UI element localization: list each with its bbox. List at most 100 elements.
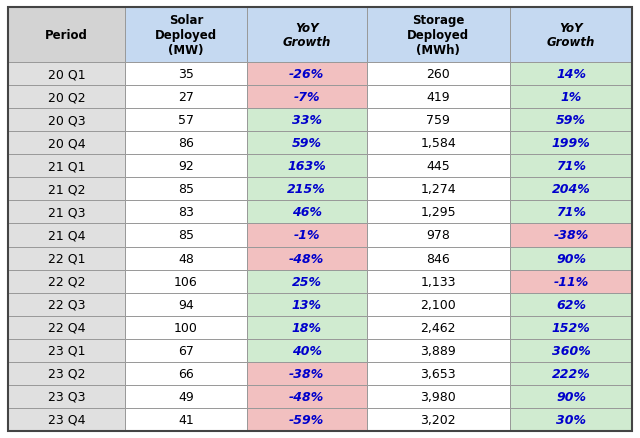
Text: 978: 978: [426, 229, 451, 242]
Bar: [125, 270, 247, 293]
Text: 20 Q1: 20 Q1: [47, 68, 85, 81]
Bar: [510, 224, 632, 247]
Text: 21 Q4: 21 Q4: [48, 229, 85, 242]
Bar: [247, 293, 367, 316]
Text: 23 Q3: 23 Q3: [48, 390, 85, 403]
Text: 46%: 46%: [292, 206, 322, 219]
Text: 25%: 25%: [292, 275, 322, 288]
Bar: [510, 63, 632, 86]
Text: 22 Q3: 22 Q3: [48, 298, 85, 311]
Text: 3,980: 3,980: [420, 390, 456, 403]
Bar: [125, 224, 247, 247]
Bar: [247, 385, 367, 408]
Bar: [247, 270, 367, 293]
Text: 21 Q3: 21 Q3: [48, 206, 85, 219]
Text: 23 Q4: 23 Q4: [48, 413, 85, 426]
Bar: [247, 63, 367, 86]
Text: 3,653: 3,653: [420, 367, 456, 380]
Bar: [8, 155, 125, 178]
Text: 20 Q2: 20 Q2: [47, 91, 85, 104]
Bar: [510, 339, 632, 362]
Bar: [367, 385, 510, 408]
Text: 100: 100: [174, 321, 198, 334]
Bar: [367, 8, 510, 63]
Text: 13%: 13%: [292, 298, 322, 311]
Text: 49: 49: [178, 390, 194, 403]
Text: 59%: 59%: [292, 137, 322, 150]
Text: 3,202: 3,202: [420, 413, 456, 426]
Text: Storage
Deployed
(MWh): Storage Deployed (MWh): [407, 14, 469, 57]
Text: 152%: 152%: [552, 321, 591, 334]
Text: 40%: 40%: [292, 344, 322, 357]
Text: -38%: -38%: [554, 229, 589, 242]
Text: 30%: 30%: [556, 413, 586, 426]
Text: 48: 48: [178, 252, 194, 265]
Text: -7%: -7%: [294, 91, 320, 104]
Bar: [125, 86, 247, 109]
Bar: [247, 362, 367, 385]
Text: YoY
Growth: YoY Growth: [547, 21, 595, 49]
Bar: [510, 86, 632, 109]
Bar: [247, 339, 367, 362]
Text: 71%: 71%: [556, 160, 586, 173]
Text: 67: 67: [178, 344, 194, 357]
Bar: [367, 247, 510, 270]
Text: 59%: 59%: [556, 114, 586, 127]
Text: -48%: -48%: [289, 252, 324, 265]
Text: -1%: -1%: [294, 229, 320, 242]
Bar: [367, 316, 510, 339]
Text: 22 Q4: 22 Q4: [48, 321, 85, 334]
Bar: [510, 293, 632, 316]
Text: 57: 57: [178, 114, 194, 127]
Bar: [125, 339, 247, 362]
Text: 18%: 18%: [292, 321, 322, 334]
Bar: [510, 385, 632, 408]
Text: 23 Q2: 23 Q2: [48, 367, 85, 380]
Bar: [8, 201, 125, 224]
Text: 23 Q1: 23 Q1: [48, 344, 85, 357]
Text: 2,100: 2,100: [420, 298, 456, 311]
Text: 1,274: 1,274: [420, 183, 456, 196]
Text: 86: 86: [178, 137, 194, 150]
Text: Solar
Deployed
(MW): Solar Deployed (MW): [155, 14, 217, 57]
Bar: [510, 201, 632, 224]
Bar: [367, 408, 510, 431]
Text: -48%: -48%: [289, 390, 324, 403]
Bar: [367, 132, 510, 155]
Text: -11%: -11%: [554, 275, 589, 288]
Bar: [8, 247, 125, 270]
Bar: [125, 178, 247, 201]
Bar: [8, 362, 125, 385]
Text: -59%: -59%: [289, 413, 324, 426]
Bar: [367, 155, 510, 178]
Bar: [367, 178, 510, 201]
Bar: [8, 178, 125, 201]
Bar: [367, 293, 510, 316]
Text: 27: 27: [178, 91, 194, 104]
Bar: [510, 270, 632, 293]
Text: 71%: 71%: [556, 206, 586, 219]
Bar: [247, 201, 367, 224]
Text: 33%: 33%: [292, 114, 322, 127]
Bar: [125, 247, 247, 270]
Bar: [8, 109, 125, 132]
Bar: [8, 293, 125, 316]
Bar: [247, 247, 367, 270]
Text: 846: 846: [426, 252, 450, 265]
Text: 94: 94: [178, 298, 194, 311]
Bar: [247, 132, 367, 155]
Bar: [367, 109, 510, 132]
Bar: [367, 63, 510, 86]
Text: 35: 35: [178, 68, 194, 81]
Text: 14%: 14%: [556, 68, 586, 81]
Bar: [510, 247, 632, 270]
Text: 199%: 199%: [552, 137, 591, 150]
Text: 360%: 360%: [552, 344, 591, 357]
Text: YoY
Growth: YoY Growth: [282, 21, 331, 49]
Bar: [247, 86, 367, 109]
Text: -38%: -38%: [289, 367, 324, 380]
Text: 66: 66: [178, 367, 194, 380]
Text: 22 Q1: 22 Q1: [48, 252, 85, 265]
Bar: [125, 362, 247, 385]
Bar: [247, 109, 367, 132]
